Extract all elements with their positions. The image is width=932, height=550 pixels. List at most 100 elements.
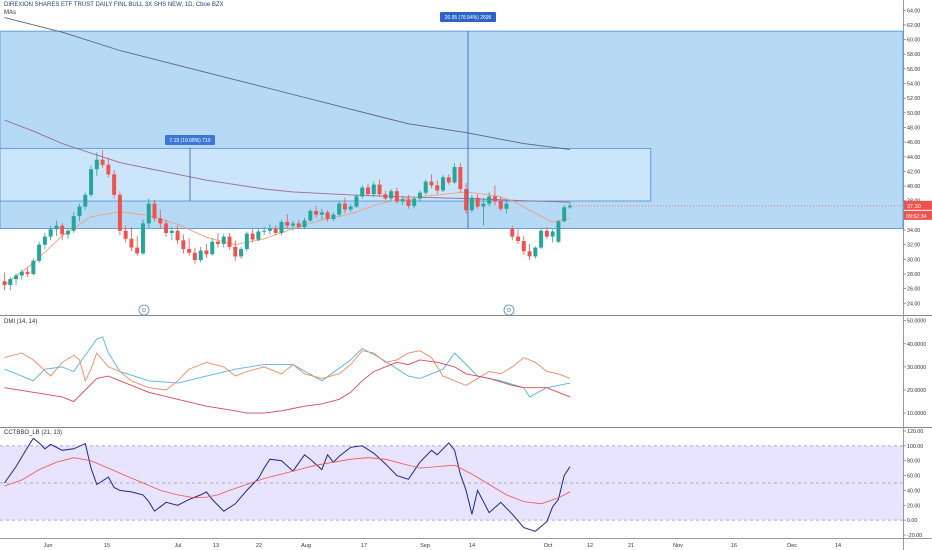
candle-body bbox=[544, 230, 549, 237]
candle-body bbox=[308, 210, 313, 221]
candle-body bbox=[302, 220, 307, 228]
candle-body bbox=[187, 249, 192, 253]
candle-body bbox=[83, 194, 88, 207]
y-tick-label: 30.0000 bbox=[907, 365, 926, 371]
chart-title: DIREXION SHARES ETF TRUST DAILY FINL BUL… bbox=[4, 2, 224, 8]
y-tick-label: 34.00 bbox=[907, 228, 920, 234]
candle-body bbox=[71, 216, 76, 231]
y-tick-label: 58.00 bbox=[907, 52, 920, 58]
candle-body bbox=[221, 236, 226, 244]
y-tick-label: 50.0000 bbox=[907, 319, 926, 325]
candle-body bbox=[527, 251, 532, 257]
candle-body bbox=[262, 230, 267, 232]
candle-body bbox=[446, 177, 451, 183]
candle-body bbox=[435, 185, 440, 191]
candle-body bbox=[267, 228, 272, 231]
candle-body bbox=[469, 197, 474, 211]
candle-body bbox=[412, 198, 417, 206]
candle-body bbox=[481, 203, 486, 207]
price-tag bbox=[904, 200, 932, 210]
candle-body bbox=[417, 192, 422, 199]
x-tick-label: 12 bbox=[587, 543, 593, 549]
x-tick-label: Jul bbox=[174, 543, 181, 549]
candle-body bbox=[279, 221, 284, 233]
candle-body bbox=[377, 184, 382, 195]
dividend-marker-label: D bbox=[142, 308, 146, 314]
candle-body bbox=[198, 250, 203, 261]
y-tick-label: 50.00 bbox=[907, 111, 920, 117]
candle-body bbox=[314, 210, 319, 215]
moving-average-line bbox=[4, 119, 571, 203]
candle-body bbox=[37, 244, 42, 261]
candle-body bbox=[135, 247, 140, 254]
x-tick-label: Aug bbox=[301, 543, 311, 549]
dividend-marker bbox=[138, 304, 150, 316]
candle-body bbox=[152, 203, 157, 219]
oscillator-line bbox=[4, 437, 571, 532]
candle-body bbox=[129, 238, 134, 248]
candle-body bbox=[60, 225, 65, 235]
dividend-marker bbox=[503, 304, 515, 316]
candle-body bbox=[175, 230, 180, 241]
candle-body bbox=[325, 212, 330, 220]
countdown-tag-label: 09:52:34 bbox=[906, 214, 927, 220]
candle-body bbox=[54, 225, 59, 230]
candle-body bbox=[204, 250, 209, 255]
y-tick-label: 80.00 bbox=[907, 459, 920, 465]
price-zones bbox=[0, 30, 904, 229]
candle-body bbox=[100, 159, 105, 165]
candle-body bbox=[423, 181, 428, 193]
price-tag-label: 37.30 bbox=[907, 204, 921, 210]
x-tick-label: Nov bbox=[673, 543, 683, 549]
y-tick-label: 52.00 bbox=[907, 96, 920, 102]
y-tick-label: 30.00 bbox=[907, 257, 920, 263]
candle-body bbox=[319, 212, 324, 215]
countdown-tag bbox=[904, 210, 932, 220]
candle-body bbox=[331, 214, 336, 220]
dmi-pane-label[interactable]: DMI (14, 14) bbox=[4, 319, 38, 325]
candle-body bbox=[89, 169, 94, 195]
candle-body bbox=[94, 159, 99, 170]
price-zone bbox=[0, 147, 652, 202]
y-tick-label: 10.0000 bbox=[907, 411, 926, 417]
candle-body bbox=[360, 187, 365, 197]
candle-body bbox=[475, 197, 480, 207]
candle-body bbox=[169, 230, 174, 233]
osc-pane-label[interactable]: CCTBBO_LB (21, 13) bbox=[4, 430, 63, 436]
dmi-line bbox=[4, 350, 571, 391]
candle-body bbox=[389, 191, 394, 199]
measure-label-box bbox=[165, 135, 215, 145]
y-tick-label: 48.00 bbox=[907, 125, 920, 131]
x-tick-label: 22 bbox=[256, 543, 262, 549]
y-tick-label: 40.0000 bbox=[907, 342, 926, 348]
candle-body bbox=[8, 279, 13, 285]
candlesticks bbox=[2, 150, 572, 291]
candle-body bbox=[441, 177, 446, 191]
candle-body bbox=[296, 223, 301, 228]
candle-body bbox=[337, 203, 342, 215]
y-tick-label: 42.00 bbox=[907, 169, 920, 175]
x-tick-label: 14 bbox=[835, 543, 841, 549]
ma-indicator-label[interactable]: MAs bbox=[4, 10, 16, 16]
candle-body bbox=[42, 236, 47, 245]
x-tick-label: Sep bbox=[420, 543, 430, 549]
y-tick-label: 60.00 bbox=[907, 38, 920, 44]
y-tick-label: 60.00 bbox=[907, 474, 920, 480]
candle-body bbox=[25, 271, 30, 274]
candle-body bbox=[192, 252, 197, 261]
candle-body bbox=[77, 206, 82, 217]
y-tick-label: 64.00 bbox=[907, 8, 920, 14]
candle-body bbox=[285, 221, 290, 226]
y-tick-label: 62.00 bbox=[907, 23, 920, 29]
candle-body bbox=[14, 275, 19, 280]
x-tick-label: Dec bbox=[787, 543, 797, 549]
dividend-marker-label: D bbox=[507, 308, 511, 314]
candle-body bbox=[112, 174, 117, 195]
candle-body bbox=[562, 207, 567, 222]
y-tick-label: 32.00 bbox=[907, 243, 920, 249]
candle-body bbox=[244, 233, 249, 250]
x-tick-label: 21 bbox=[628, 543, 634, 549]
candle-body bbox=[348, 206, 353, 210]
candle-body bbox=[539, 230, 544, 248]
